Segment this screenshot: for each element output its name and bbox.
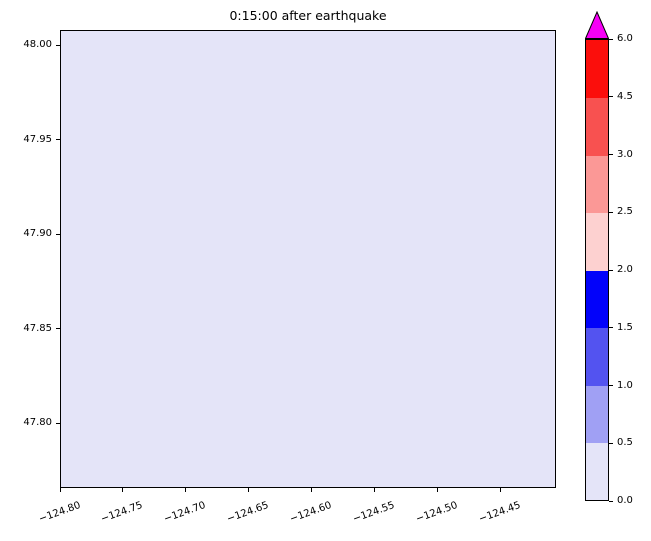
colorbar-segment <box>586 442 608 500</box>
x-tick-label: −124.45 <box>477 499 523 526</box>
y-tick-label: 47.90 <box>23 228 52 239</box>
y-tick-mark <box>56 422 60 424</box>
colorbar-tick-label: 2.0 <box>617 264 633 275</box>
x-tick-mark <box>122 488 124 492</box>
x-tick-label: −124.60 <box>288 499 334 526</box>
colorbar-tick-mark <box>609 442 613 444</box>
x-tick-mark <box>248 488 250 492</box>
colorbar-tick-mark <box>609 327 613 329</box>
y-tick-label: 47.95 <box>23 133 52 145</box>
x-tick-label: −124.55 <box>351 499 397 526</box>
colorbar-tick-label: 0.0 <box>617 495 633 506</box>
colorbar-tick-label: 4.5 <box>617 90 633 102</box>
colorbar-tick-mark <box>609 500 613 502</box>
colorbar-tick-label: 3.0 <box>617 148 633 160</box>
y-tick-mark <box>56 44 60 46</box>
x-tick-label: −124.75 <box>99 499 145 526</box>
x-tick-label: −124.80 <box>37 499 82 526</box>
colorbar-tick-label: 1.5 <box>617 321 633 333</box>
colorbar-tick-mark <box>609 154 613 155</box>
colorbar-segment <box>586 327 608 386</box>
colorbar-tick-mark <box>609 385 613 386</box>
colorbar <box>585 39 609 501</box>
colorbar-segment <box>586 155 608 213</box>
colorbar-tick-label: 1.0 <box>617 379 633 391</box>
colorbar-tick-mark <box>609 38 613 40</box>
y-tick-label: 48.00 <box>23 39 52 50</box>
x-tick-mark <box>311 488 313 492</box>
colorbar-tick-mark <box>609 96 613 98</box>
y-tick-mark <box>56 328 60 329</box>
y-tick-mark <box>56 139 60 140</box>
colorbar-tick-mark <box>609 211 613 213</box>
colorbar-segment <box>586 212 608 271</box>
colorbar-over-arrow-icon <box>585 11 609 39</box>
colorbar-segment <box>586 385 608 443</box>
y-tick-mark <box>56 233 60 235</box>
y-tick-label: 47.80 <box>23 417 52 428</box>
x-tick-mark <box>437 488 439 492</box>
colorbar-tick-mark <box>609 269 613 271</box>
x-tick-mark <box>374 488 376 492</box>
x-tick-label: −124.50 <box>414 499 460 526</box>
plot-area <box>60 30 556 488</box>
colorbar-segment <box>586 270 608 328</box>
x-tick-label: −124.70 <box>162 499 208 526</box>
colorbar-tick-label: 6.0 <box>617 33 633 44</box>
x-tick-mark <box>59 488 61 492</box>
colorbar-tick-label: 2.5 <box>617 206 633 218</box>
colorbar-tick-label: 0.5 <box>617 437 633 449</box>
x-tick-mark <box>185 488 187 492</box>
y-tick-label: 47.85 <box>23 322 52 334</box>
colorbar-segment <box>586 40 608 98</box>
x-tick-mark <box>500 488 501 492</box>
x-tick-label: −124.65 <box>225 499 271 526</box>
colorbar-segment <box>586 97 608 156</box>
chart-title: 0:15:00 after earthquake <box>229 8 387 23</box>
